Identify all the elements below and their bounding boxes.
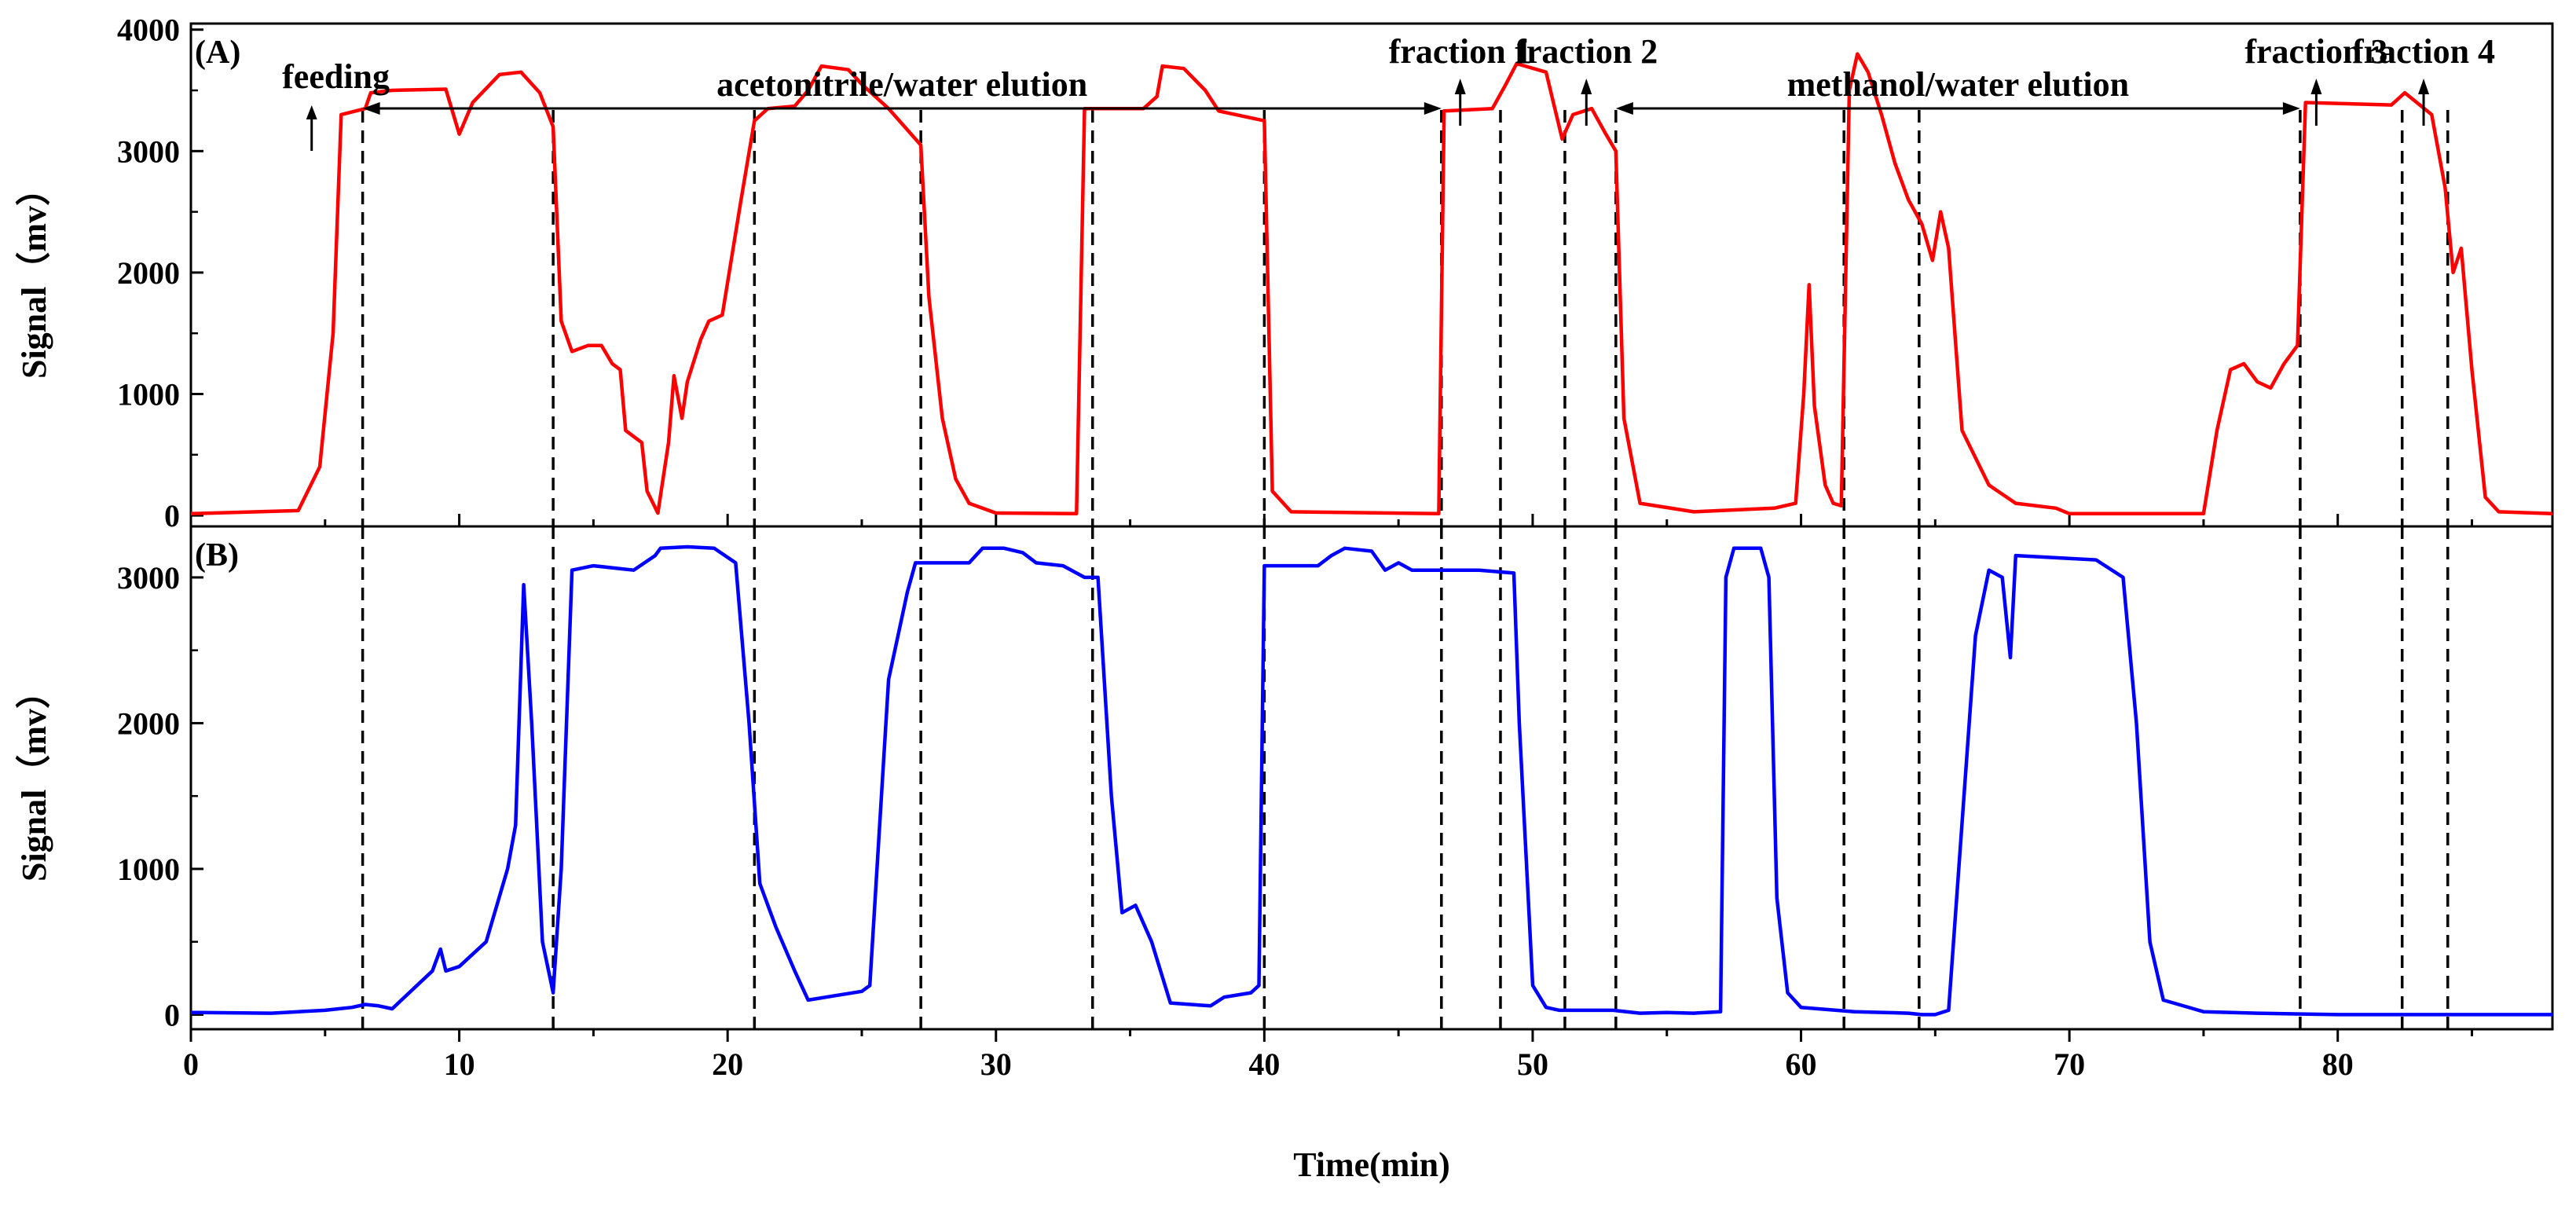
y-tick-label: 4000 xyxy=(117,13,180,48)
panel-b-y-axis-title: Signal（mv） xyxy=(15,674,53,882)
panel-a-x-ticks xyxy=(189,514,2474,526)
panel-b-label: (B) xyxy=(195,537,239,574)
panel-a-y-axis: 0 1000 2000 3000 4000 xyxy=(117,13,203,533)
y-tick-label: 0 xyxy=(164,997,180,1032)
y-tick-label: 1000 xyxy=(117,376,180,412)
panel-b-series-line xyxy=(190,544,2552,1017)
panel-a-frame xyxy=(189,22,2554,528)
x-axis-title: Time(min) xyxy=(1293,1146,1450,1184)
y-tick-label: 3000 xyxy=(117,560,180,596)
elution-span-arrow-head xyxy=(1615,102,1633,115)
elution-span-label: acetonitrile/water elution xyxy=(716,65,1087,104)
x-tick-label: 20 xyxy=(712,1047,743,1082)
x-tick-label: 70 xyxy=(2054,1047,2085,1082)
feeding-arrow-head xyxy=(306,105,317,119)
panel-b: (B) 0 1000 2000 3000 0 10 20 30 40 50 60 70 80 Sign… xyxy=(15,525,2554,1082)
panel-a-label: (A) xyxy=(195,35,240,71)
panel-b-dividers xyxy=(361,526,2450,1029)
elution-span-arrow-head xyxy=(2282,102,2300,115)
x-tick-label: 30 xyxy=(980,1047,1012,1082)
fraction-label: fraction 1 xyxy=(1389,32,1532,71)
y-tick-label: 2000 xyxy=(117,255,180,291)
elution-span-arrow-head xyxy=(1424,102,1442,115)
x-tick-label: 50 xyxy=(1517,1047,1548,1082)
y-tick-label: 2000 xyxy=(117,706,180,741)
panel-a-dividers xyxy=(361,110,2450,526)
x-tick-label: 10 xyxy=(444,1047,475,1082)
x-tick-label: 40 xyxy=(1248,1047,1280,1082)
y-tick-label: 3000 xyxy=(117,134,180,169)
fraction-label: fraction 4 xyxy=(2352,32,2495,71)
panel-a: (A) 0 1000 2000 3000 4000 Signal（mv） feeding… xyxy=(15,13,2554,533)
y-tick-label: 1000 xyxy=(117,852,180,887)
feeding-label: feeding xyxy=(282,57,390,96)
panel-a-y-axis-title: Signal（mv） xyxy=(15,171,53,379)
elution-span-label: methanol/water elution xyxy=(1787,65,2130,104)
fraction-arrow-head xyxy=(2310,79,2322,94)
elution-span-arrow-head xyxy=(362,102,380,115)
x-tick-label: 80 xyxy=(2322,1047,2354,1082)
panel-a-series-line xyxy=(190,52,2553,516)
fraction-arrow-head xyxy=(1454,79,1466,94)
x-tick-label: 60 xyxy=(1786,1047,1817,1082)
fraction-arrow-head xyxy=(1581,79,1592,94)
x-tick-label: 0 xyxy=(183,1047,199,1082)
fraction-label: fraction 3 xyxy=(2244,32,2387,71)
fraction-label: fraction 2 xyxy=(1515,32,1658,71)
fraction-arrow-head xyxy=(2418,79,2430,94)
panel-b-frame xyxy=(189,525,2554,1031)
panel-b-y-axis: 0 1000 2000 3000 xyxy=(117,560,203,1032)
panel-b-x-axis: 0 10 20 30 40 50 60 70 80 xyxy=(183,1029,2474,1082)
y-tick-label: 0 xyxy=(164,498,180,533)
